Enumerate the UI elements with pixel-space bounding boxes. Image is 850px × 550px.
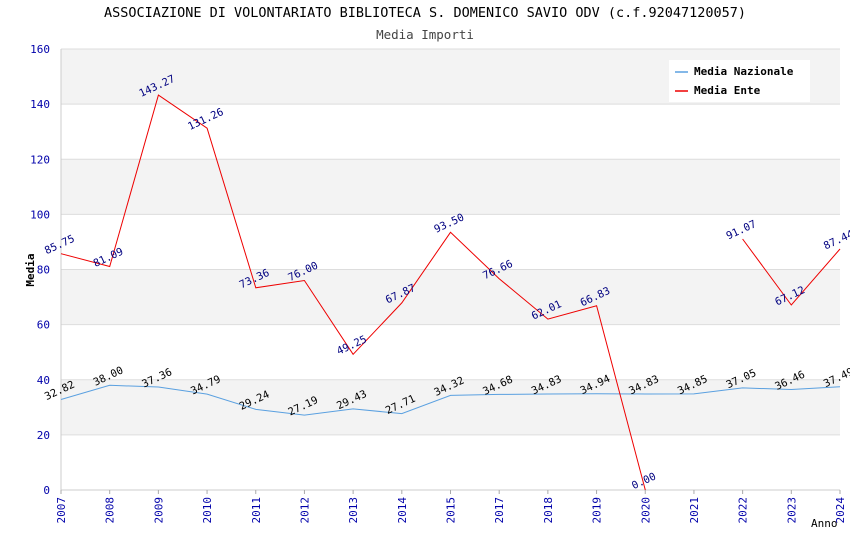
grid-band	[61, 269, 840, 325]
x-tick-label: 2010	[201, 497, 214, 524]
grid-band	[61, 159, 840, 215]
series-line-ente	[742, 238, 841, 306]
y-tick-label: 160	[30, 43, 50, 56]
x-tick-label: 2021	[688, 497, 701, 524]
series-line-ente	[60, 94, 646, 491]
x-axis-ticks: 2007 2008 2009 2010 2011 2012 2013 2014 2015 2017…	[55, 490, 847, 524]
grid-band	[61, 104, 840, 160]
x-tick-label: 2014	[396, 497, 409, 524]
y-axis-title: Media	[24, 253, 37, 286]
series-lines	[60, 94, 841, 491]
x-axis-title: Anno	[811, 517, 838, 530]
x-tick-label: 2012	[298, 497, 311, 524]
y-tick-label: 0	[43, 484, 50, 497]
y-tick-label: 40	[37, 374, 50, 387]
y-tick-label: 20	[37, 429, 50, 442]
grid-band	[61, 434, 840, 490]
y-tick-label: 60	[37, 319, 50, 332]
x-tick-label: 2013	[347, 497, 360, 524]
x-tick-label: 2007	[55, 497, 68, 524]
legend: Media Nazionale Media Ente	[669, 60, 810, 102]
y-tick-label: 80	[37, 264, 50, 277]
legend-label-ente: Media Ente	[694, 84, 761, 97]
grid-bands	[61, 49, 840, 490]
chart-title: ASSOCIAZIONE DI VOLONTARIATO BIBLIOTECA …	[103, 5, 747, 21]
x-tick-label: 2020	[639, 497, 652, 524]
grid-band	[61, 214, 840, 270]
grid-band	[61, 324, 840, 380]
x-tick-label: 2024	[834, 497, 847, 524]
x-tick-label: 2015	[445, 497, 458, 524]
grid-band	[61, 379, 840, 435]
x-tick-label: 2022	[737, 497, 750, 524]
y-axis-ticks: 0 20 40 60 80 100 120 140 160	[30, 43, 50, 497]
y-tick-label: 140	[30, 98, 50, 111]
x-tick-label: 2009	[152, 497, 165, 524]
x-tick-label: 2019	[591, 497, 604, 524]
series-line-nazionale	[60, 384, 841, 416]
x-tick-label: 2017	[493, 497, 506, 524]
x-tick-label: 2023	[785, 497, 798, 524]
y-tick-label: 100	[30, 208, 50, 221]
x-tick-label: 2018	[542, 497, 555, 524]
legend-label-nazionale: Media Nazionale	[694, 65, 794, 78]
chart-subtitle: Media Importi	[376, 27, 474, 42]
legend-box	[669, 60, 810, 102]
x-tick-label: 2008	[104, 497, 117, 524]
y-tick-label: 120	[30, 153, 50, 166]
x-tick-label: 2011	[250, 497, 263, 524]
